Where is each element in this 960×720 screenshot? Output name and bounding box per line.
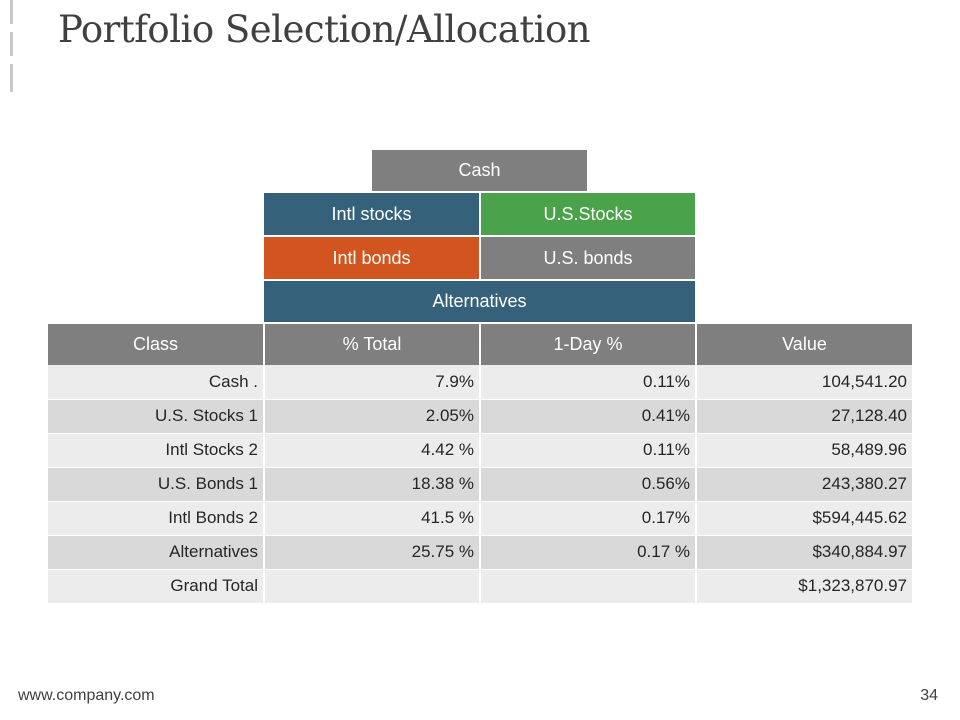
cell-value: 58,489.96 <box>696 433 912 468</box>
cell-percent-total: 25.75 % <box>264 535 481 570</box>
cell-percent-total: 18.38 % <box>264 467 481 502</box>
cell-one-day-percent: 0.17% <box>480 501 697 536</box>
cell-class: U.S. Bonds 1 <box>48 467 265 502</box>
cell-value: 27,128.40 <box>696 399 912 434</box>
header-class: Class <box>48 324 265 365</box>
cell-one-day-percent <box>480 569 697 604</box>
cell-one-day-percent: 0.56% <box>480 467 697 502</box>
cell-one-day-percent: 0.17 % <box>480 535 697 570</box>
cell-percent-total: 41.5 % <box>264 501 481 536</box>
header-one-day-percent: 1-Day % <box>480 324 697 365</box>
table-row: Cash . 7.9% 0.11% 104,541.20 <box>48 365 912 400</box>
header-value: Value <box>696 324 912 365</box>
table-row: U.S. Stocks 1 2.05% 0.41% 27,128.40 <box>48 399 912 434</box>
block-alternatives: Alternatives <box>264 281 695 322</box>
cell-class: Grand Total <box>48 569 265 604</box>
footer-url: www.company.com <box>18 687 155 704</box>
block-us-bonds: U.S. bonds <box>481 237 695 279</box>
allocation-table: Class % Total 1-Day % Value Cash . 7.9% … <box>48 324 912 604</box>
cell-one-day-percent: 0.11% <box>480 433 697 468</box>
cell-class: Intl Bonds 2 <box>48 501 265 536</box>
cell-value: 243,380.27 <box>696 467 912 502</box>
cell-value: $340,884.97 <box>696 535 912 570</box>
block-us-stocks: U.S.Stocks <box>481 193 695 235</box>
table-row: Alternatives 25.75 % 0.17 % $340,884.97 <box>48 535 912 570</box>
header-percent-total: % Total <box>264 324 481 365</box>
cell-one-day-percent: 0.41% <box>480 399 697 434</box>
table-header-row: Class % Total 1-Day % Value <box>48 324 912 365</box>
edge-mark <box>0 0 13 24</box>
cell-class: Intl Stocks 2 <box>48 433 265 468</box>
cell-class: Alternatives <box>48 535 265 570</box>
table-row: Intl Stocks 2 4.42 % 0.11% 58,489.96 <box>48 433 912 468</box>
page-number: 34 <box>920 687 938 704</box>
cell-percent-total: 7.9% <box>264 365 481 400</box>
block-cash: Cash <box>372 150 587 191</box>
edge-mark <box>0 64 13 92</box>
cell-percent-total: 2.05% <box>264 399 481 434</box>
cell-class: Cash . <box>48 365 265 400</box>
cell-value: $594,445.62 <box>696 501 912 536</box>
cell-class: U.S. Stocks 1 <box>48 399 265 434</box>
page-title: Portfolio Selection/Allocation <box>58 8 591 51</box>
table-row-grand-total: Grand Total $1,323,870.97 <box>48 569 912 604</box>
table-row: U.S. Bonds 1 18.38 % 0.56% 243,380.27 <box>48 467 912 502</box>
cell-percent-total <box>264 569 481 604</box>
block-intl-stocks: Intl stocks <box>264 193 479 235</box>
edge-mark <box>0 32 13 56</box>
cell-value: $1,323,870.97 <box>696 569 912 604</box>
block-intl-bonds: Intl bonds <box>264 237 479 279</box>
cell-value: 104,541.20 <box>696 365 912 400</box>
cell-percent-total: 4.42 % <box>264 433 481 468</box>
cell-one-day-percent: 0.11% <box>480 365 697 400</box>
table-row: Intl Bonds 2 41.5 % 0.17% $594,445.62 <box>48 501 912 536</box>
